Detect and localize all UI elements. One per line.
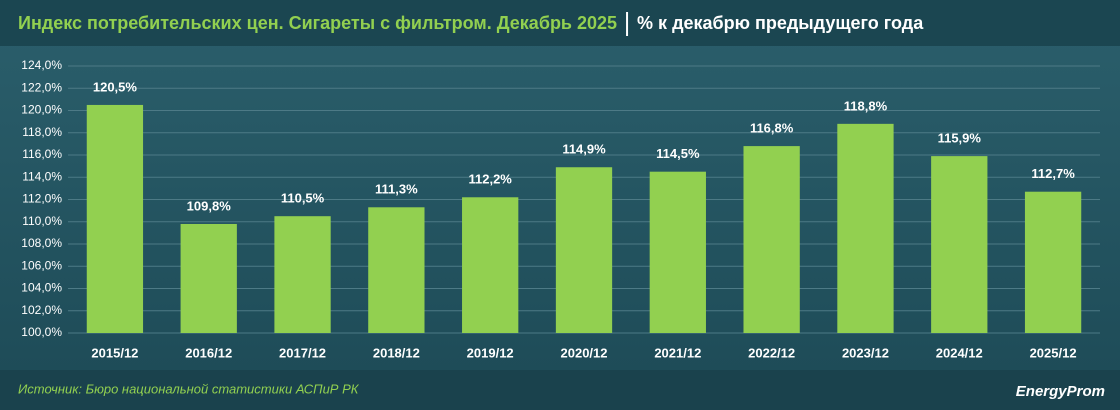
y-tick-label: 102,0% (21, 303, 62, 317)
value-label: 116,8% (750, 121, 794, 136)
x-tick-label: 2025/12 (1030, 345, 1077, 360)
x-tick-label: 2018/12 (373, 345, 420, 360)
y-tick-label: 122,0% (21, 80, 62, 94)
bar (837, 123, 894, 333)
y-tick-label: 100,0% (21, 325, 62, 339)
value-label: 111,3% (375, 182, 418, 197)
bar (1024, 191, 1082, 333)
x-tick-label: 2019/12 (467, 345, 514, 360)
bar (462, 197, 519, 333)
x-tick-label: 2016/12 (185, 345, 232, 360)
x-tick-label: 2017/12 (279, 345, 326, 360)
bar (180, 223, 237, 333)
y-tick-label: 110,0% (22, 214, 62, 228)
logo: EnergyProm (1016, 383, 1105, 400)
bar (86, 104, 144, 333)
value-label: 109,8% (187, 198, 232, 213)
x-tick-label: 2023/12 (842, 345, 889, 360)
y-tick-label: 118,0% (22, 125, 62, 139)
y-tick-label: 116,0% (22, 147, 62, 161)
y-tick-label: 106,0% (21, 258, 62, 272)
source: Источник: Бюро национальной статистики А… (18, 381, 360, 396)
value-label: 120,5% (93, 79, 138, 94)
y-tick-label: 114,0% (22, 169, 62, 183)
bar (368, 207, 425, 333)
value-label: 112,2% (468, 172, 512, 187)
y-tick-label: 108,0% (21, 236, 62, 250)
bar (649, 171, 706, 333)
bar (931, 156, 988, 333)
value-label: 115,9% (938, 131, 982, 146)
chart-title: Индекс потребительских цен. Сигареты с ф… (18, 13, 617, 33)
footer-bar (0, 370, 1120, 410)
y-tick-label: 124,0% (21, 58, 62, 72)
x-tick-label: 2024/12 (936, 345, 983, 360)
value-label: 118,8% (844, 98, 888, 113)
x-tick-label: 2022/12 (748, 345, 795, 360)
y-tick-label: 112,0% (22, 192, 62, 206)
bar (555, 167, 613, 333)
value-label: 114,5% (656, 146, 700, 161)
value-label: 112,7% (1031, 166, 1075, 181)
bar (743, 146, 800, 333)
title-bar (0, 0, 1120, 46)
x-tick-label: 2020/12 (561, 345, 608, 360)
x-tick-label: 2021/12 (654, 345, 701, 360)
value-label: 110,5% (281, 191, 325, 206)
bar (274, 216, 331, 333)
y-tick-label: 120,0% (21, 103, 62, 117)
y-tick-label: 104,0% (21, 281, 62, 295)
x-tick-label: 2015/12 (91, 345, 138, 360)
chart-subtitle: % к декабрю предыдущего года (637, 13, 924, 33)
value-label: 114,9% (562, 142, 606, 157)
